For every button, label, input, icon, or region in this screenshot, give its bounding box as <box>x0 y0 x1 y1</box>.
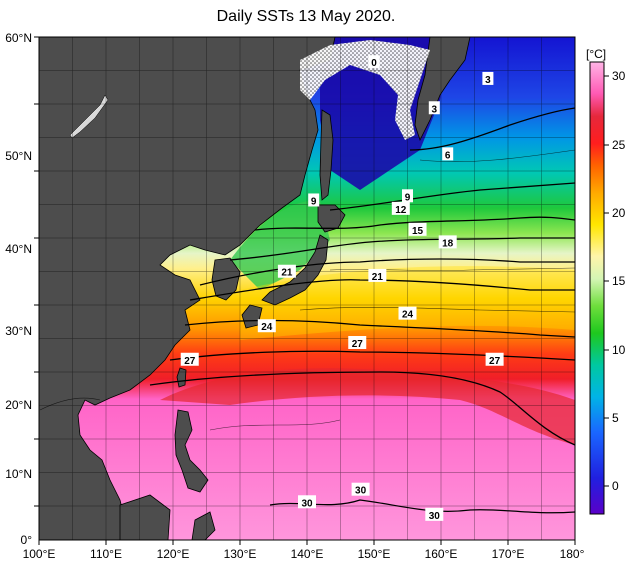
contour-label: 3 <box>432 104 438 115</box>
colorbar-unit: [°C] <box>586 47 606 61</box>
contour-label-box <box>180 352 199 366</box>
colorbar-label: 10 <box>612 343 626 357</box>
map-title: Daily SSTs 13 May 2020. <box>216 8 396 25</box>
colorbar-label: 30 <box>612 69 626 83</box>
contour-label-box <box>368 55 380 69</box>
colorbar-label: 20 <box>612 206 626 220</box>
land-kyushu <box>241 304 263 329</box>
sea-ice-okhotsk <box>300 40 430 140</box>
contour-label-box <box>351 482 370 496</box>
contour-label-box <box>368 268 387 282</box>
land-sakhalin <box>319 109 334 201</box>
lat-label: 10°N <box>5 467 32 481</box>
contour-label-box <box>482 71 494 85</box>
contour-label-box <box>257 319 276 333</box>
colorbar-labels: 0 5 10 15 20 25 30 <box>612 69 626 493</box>
contour-label: 24 <box>261 322 273 333</box>
contour-label-box <box>277 264 296 278</box>
contour-label: 30 <box>355 486 367 497</box>
lon-label: 110°E <box>90 547 122 561</box>
colorbar-label: 15 <box>612 274 626 288</box>
lat-label: 30°N <box>5 324 32 338</box>
contour-label-box <box>408 222 427 236</box>
contour-label: 30 <box>301 498 313 509</box>
contour-label: 6 <box>445 150 451 161</box>
contour-label: 27 <box>352 339 364 350</box>
contour-label: 24 <box>402 310 414 321</box>
lat-label: 50°N <box>5 149 32 163</box>
lon-label: 130°E <box>224 547 257 561</box>
contour-label: 27 <box>489 356 501 367</box>
lon-label: 170°E <box>492 547 525 561</box>
colorbar-label: 5 <box>612 411 619 425</box>
lat-label: 0° <box>21 533 33 547</box>
contour-label-box <box>298 495 316 509</box>
contour-label: 0 <box>371 58 377 69</box>
lon-label: 180° <box>560 547 585 561</box>
colorbar-label: 25 <box>612 138 626 152</box>
contour-label: 27 <box>184 356 196 367</box>
land-asia <box>39 37 336 540</box>
contour-label-box <box>398 306 417 320</box>
contour-label-box <box>348 335 367 349</box>
contour-label: 21 <box>372 272 384 283</box>
contour-label: 18 <box>442 238 454 249</box>
lon-label: 120°E <box>157 547 190 561</box>
colorbar <box>589 61 605 515</box>
lat-label: 40°N <box>5 242 32 256</box>
land-indonesia <box>191 511 216 540</box>
contour-label-box <box>442 147 454 161</box>
lon-label: 100°E <box>23 547 56 561</box>
land-kamchatka <box>414 37 471 142</box>
latitude-labels: 0° 10°N 20°N 30°N 40°N 50°N 60°N <box>5 31 32 547</box>
contour-label-box <box>485 352 504 366</box>
contour-label: 21 <box>281 268 293 279</box>
contour-label-box <box>425 507 444 521</box>
contour-label-box <box>402 189 413 203</box>
contour-label: 9 <box>311 196 317 207</box>
sst-contours <box>39 107 575 514</box>
contour-label-box <box>391 201 410 215</box>
longitude-labels: 100°E 110°E 120°E 130°E 140°E 150°E 160°… <box>23 547 585 561</box>
contour-labels: 0 3 3 6 9 9 12 15 18 21 21 24 24 27 27 27 30 30 30 <box>180 55 504 522</box>
colorbar-ticks <box>604 75 609 487</box>
lake-baikal <box>69 94 109 139</box>
contour-label: 9 <box>405 192 411 203</box>
contour-label: 12 <box>395 205 407 216</box>
lon-label: 150°E <box>358 547 391 561</box>
colorbar-label: 0 <box>612 479 619 493</box>
contour-label: 15 <box>412 226 424 237</box>
lon-label: 160°E <box>425 547 458 561</box>
contour-label-box <box>428 101 440 115</box>
lon-label: 140°E <box>291 547 324 561</box>
lat-label: 20°N <box>5 398 32 412</box>
land-taiwan <box>176 367 187 388</box>
contour-label-box <box>308 193 320 207</box>
contour-label: 30 <box>429 511 441 522</box>
lat-label: 60°N <box>5 31 32 45</box>
graticule <box>39 37 575 540</box>
contour-label-box <box>438 235 457 249</box>
contour-label: 3 <box>485 75 491 86</box>
land-philippines <box>174 409 209 493</box>
axis-ticks <box>34 36 576 545</box>
